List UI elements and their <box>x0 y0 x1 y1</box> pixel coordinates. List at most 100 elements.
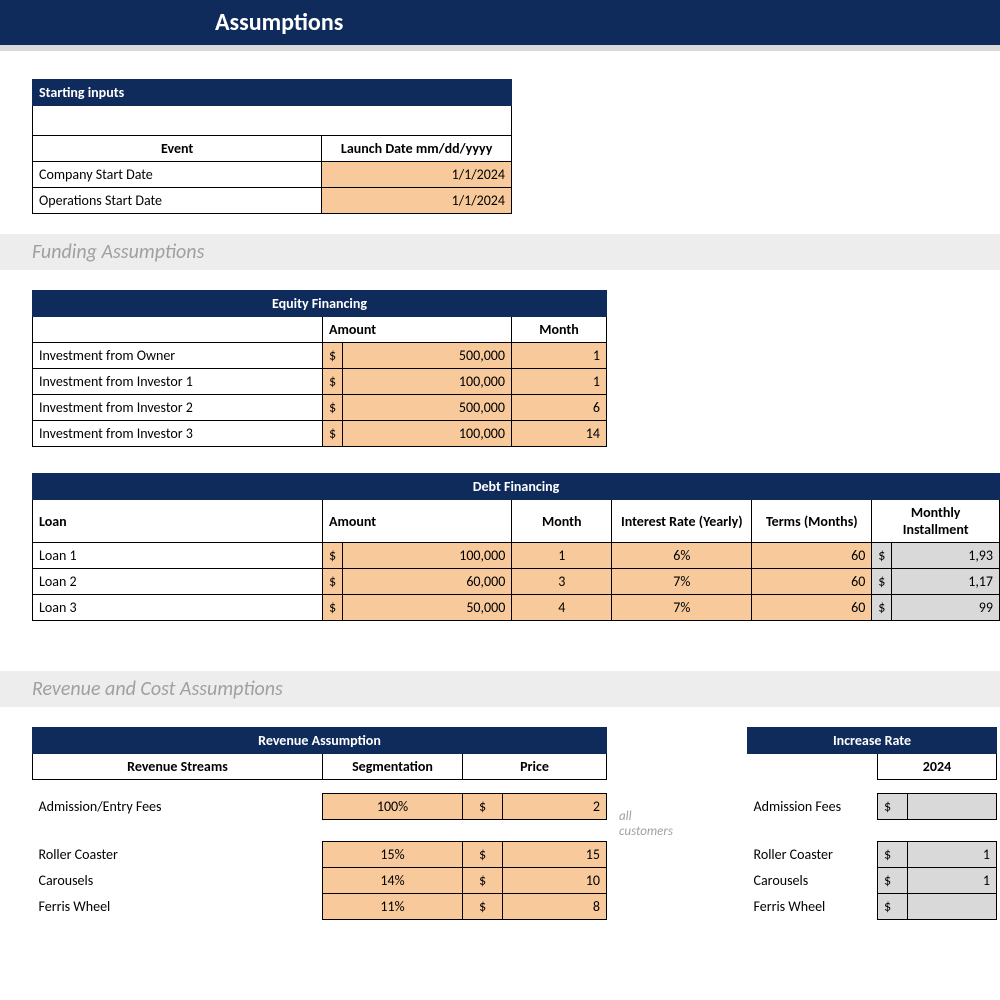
input-amount[interactable]: 500,000 <box>343 395 512 421</box>
row-label: Roller Coaster <box>33 842 323 868</box>
input-price[interactable]: 10 <box>503 868 607 894</box>
increase-title: Increase Rate <box>748 728 997 754</box>
input-seg[interactable]: 15% <box>323 842 463 868</box>
input-month[interactable]: 14 <box>512 421 607 447</box>
col-terms: Terms (Months) <box>752 500 872 543</box>
col-amount: Amount <box>323 317 512 343</box>
row-label: Roller Coaster <box>748 842 878 868</box>
col-month: Month <box>512 500 612 543</box>
row-label: Ferris Wheel <box>33 894 323 920</box>
revenue-table: Revenue Assumption Revenue Streams Segme… <box>32 727 607 920</box>
input-rate[interactable]: 7% <box>612 595 752 621</box>
input-rate[interactable]: 6% <box>612 543 752 569</box>
calc-value <box>908 794 997 820</box>
input-amount[interactable]: 100,000 <box>343 543 512 569</box>
starting-inputs-table: Starting inputs Event Launch Date mm/dd/… <box>32 79 512 214</box>
col-event: Event <box>33 136 322 162</box>
calc-value <box>908 894 997 920</box>
input-amount[interactable]: 50,000 <box>343 595 512 621</box>
col-launch-date: Launch Date mm/dd/yyyy <box>322 136 512 162</box>
col-loan: Loan <box>33 500 323 543</box>
increase-table: Increase Rate 2024 Admission Fees $ Roll… <box>747 727 997 920</box>
dollar-sign: $ <box>323 595 343 621</box>
input-terms[interactable]: 60 <box>752 595 872 621</box>
dollar-sign: $ <box>323 369 343 395</box>
input-rate[interactable]: 7% <box>612 569 752 595</box>
row-label: Investment from Investor 1 <box>33 369 323 395</box>
col-month: Month <box>512 317 607 343</box>
input-terms[interactable]: 60 <box>752 543 872 569</box>
input-month[interactable]: 1 <box>512 369 607 395</box>
calc-install: 1,17 <box>892 569 1000 595</box>
dollar-sign: $ <box>463 794 503 820</box>
dollar-sign: $ <box>878 842 908 868</box>
row-label: Investment from Investor 2 <box>33 395 323 421</box>
input-price[interactable]: 2 <box>503 794 607 820</box>
dollar-sign: $ <box>323 543 343 569</box>
col-seg: Segmentation <box>323 754 463 780</box>
dollar-sign: $ <box>463 894 503 920</box>
input-month[interactable]: 3 <box>512 569 612 595</box>
input-month[interactable]: 1 <box>512 543 612 569</box>
dollar-sign: $ <box>872 569 892 595</box>
col-amount: Amount <box>323 500 512 543</box>
dollar-sign: $ <box>878 894 908 920</box>
input-month[interactable]: 6 <box>512 395 607 421</box>
revenue-title: Revenue Assumption <box>33 728 607 754</box>
row-label: Loan 3 <box>33 595 323 621</box>
col-price: Price <box>463 754 607 780</box>
section-revcost: Revenue and Cost Assumptions <box>0 671 1000 707</box>
input-terms[interactable]: 60 <box>752 569 872 595</box>
debt-table: Debt Financing Loan Amount Month Interes… <box>32 473 1000 621</box>
col-year: 2024 <box>878 754 997 780</box>
dollar-sign: $ <box>323 395 343 421</box>
input-month[interactable]: 1 <box>512 343 607 369</box>
input-amount[interactable]: 100,000 <box>343 369 512 395</box>
input-amount[interactable]: 60,000 <box>343 569 512 595</box>
input-seg[interactable]: 11% <box>323 894 463 920</box>
calc-value: 1 <box>908 868 997 894</box>
dollar-sign: $ <box>872 595 892 621</box>
input-value[interactable]: 1/1/2024 <box>322 162 512 188</box>
equity-title: Equity Financing <box>33 291 607 317</box>
dollar-sign: $ <box>323 421 343 447</box>
input-price[interactable]: 15 <box>503 842 607 868</box>
row-label: Ferris Wheel <box>748 894 878 920</box>
col-rate: Interest Rate (Yearly) <box>612 500 752 543</box>
dollar-sign: $ <box>323 569 343 595</box>
row-label: Carousels <box>748 868 878 894</box>
calc-install: 99 <box>892 595 1000 621</box>
dollar-sign: $ <box>878 868 908 894</box>
equity-table: Equity Financing Amount Month Investment… <box>32 290 607 447</box>
row-label: Admission Fees <box>748 794 878 820</box>
row-label: Operations Start Date <box>33 188 322 214</box>
section-funding: Funding Assumptions <box>0 234 1000 270</box>
col-install: Monthly Installment <box>872 500 1000 543</box>
row-label: Company Start Date <box>33 162 322 188</box>
dollar-sign: $ <box>323 343 343 369</box>
input-month[interactable]: 4 <box>512 595 612 621</box>
dollar-sign: $ <box>463 868 503 894</box>
input-price[interactable]: 8 <box>503 894 607 920</box>
dollar-sign: $ <box>872 543 892 569</box>
input-amount[interactable]: 100,000 <box>343 421 512 447</box>
row-label: Admission/Entry Fees <box>33 794 323 820</box>
input-seg[interactable]: 100% <box>323 794 463 820</box>
row-label: Carousels <box>33 868 323 894</box>
row-label: Loan 1 <box>33 543 323 569</box>
calc-value: 1 <box>908 842 997 868</box>
row-label: Investment from Owner <box>33 343 323 369</box>
input-amount[interactable]: 500,000 <box>343 343 512 369</box>
input-seg[interactable]: 14% <box>323 868 463 894</box>
row-label: Loan 2 <box>33 569 323 595</box>
calc-install: 1,93 <box>892 543 1000 569</box>
dollar-sign: $ <box>463 842 503 868</box>
col-streams: Revenue Streams <box>33 754 323 780</box>
input-value[interactable]: 1/1/2024 <box>322 188 512 214</box>
debt-title: Debt Financing <box>33 474 1000 500</box>
starting-inputs-title: Starting inputs <box>33 80 512 106</box>
row-label: Investment from Investor 3 <box>33 421 323 447</box>
dollar-sign: $ <box>878 794 908 820</box>
page-banner: Assumptions <box>0 0 1000 51</box>
note-all-customers: all customers <box>611 809 673 839</box>
